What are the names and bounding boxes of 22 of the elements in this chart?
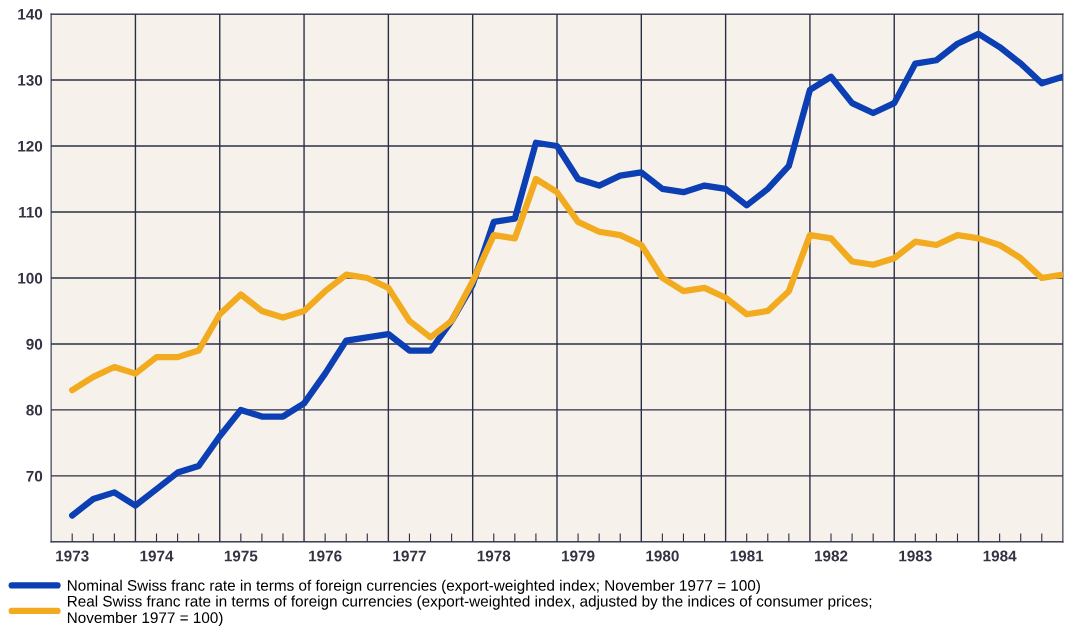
x-tick-label: 1984 [983, 550, 1017, 562]
y-tick-label: 140 [18, 8, 43, 20]
x-tick-label: 1980 [646, 550, 679, 562]
x-tick-label: 1979 [562, 550, 595, 562]
y-tick-label: 130 [18, 74, 43, 86]
y-tick-label: 80 [26, 404, 43, 416]
x-tick-label: 1973 [56, 550, 89, 562]
x-tick-label: 1976 [309, 550, 342, 562]
y-tick-label: 70 [26, 470, 43, 482]
y-tick-label: 90 [26, 338, 43, 350]
x-tick-label: 1981 [730, 550, 764, 562]
legend-label: Real Swiss franc rate in terms of foreign currencies (export-weighted index, adjusted by the indices of consumer prices; November 1977 = 100) [67, 595, 872, 627]
x-tick-label: 1977 [393, 550, 426, 562]
legend-label: Nominal Swiss franc rate in terms of foreign currencies (export-weighted index; November 1977 = 100) [67, 579, 760, 594]
x-tick-label: 1974 [140, 550, 174, 562]
y-tick-label: 110 [19, 206, 43, 218]
x-tick-label: 1978 [477, 550, 511, 562]
y-tick-label: 120 [18, 140, 43, 152]
y-tick-label: 100 [18, 272, 43, 284]
x-tick-label: 1975 [224, 550, 258, 562]
x-tick-label: 1982 [814, 550, 848, 562]
x-tick-label: 1983 [899, 550, 932, 562]
